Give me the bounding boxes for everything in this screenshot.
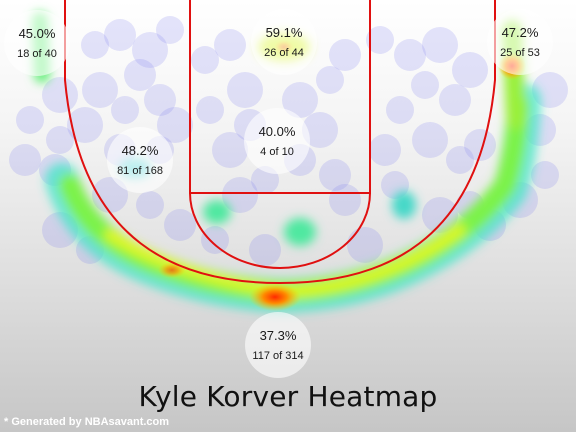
heat-blob-low (104, 19, 136, 51)
zone-bubble: 48.2% 81 of 168 (107, 127, 173, 193)
heat-blob-low (191, 46, 219, 74)
zone-pct-label: 37.3% (260, 328, 297, 343)
hotspot-left-wing (158, 262, 186, 278)
heat-blob-low (42, 77, 78, 113)
zone-pct-label: 40.0% (259, 124, 296, 139)
zone-count-label: 26 of 44 (264, 47, 304, 59)
heat-blob-low (156, 16, 184, 44)
zone-pct-label: 48.2% (122, 143, 159, 158)
heat-blob-low (422, 27, 458, 63)
zone-bubble-circle (107, 127, 173, 193)
zone-bubble: 40.0% 4 of 10 (244, 108, 310, 174)
heat-blob-elbow-right (392, 191, 416, 219)
heat-blob-low (9, 144, 41, 176)
zone-count-label: 81 of 168 (117, 165, 163, 177)
heat-blob-low (249, 234, 281, 266)
zone-count-label: 4 of 10 (260, 146, 294, 158)
hotspot-top-key (249, 283, 301, 311)
heat-blob-low (316, 66, 344, 94)
heat-blob-paint-left (203, 200, 231, 224)
heat-blob-low (329, 39, 361, 71)
heat-blob-low (394, 39, 426, 71)
heat-blob-low (201, 226, 229, 254)
heat-blob-low (319, 159, 351, 191)
zone-bubble: 59.1% 26 of 44 (251, 9, 317, 75)
heat-blob-low (164, 209, 196, 241)
heat-blob-low (452, 52, 488, 88)
zone-pct-label: 59.1% (266, 25, 303, 40)
zone-count-label: 25 of 53 (500, 47, 540, 59)
zone-pct-label: 45.0% (19, 26, 56, 41)
heat-blob-low (124, 59, 156, 91)
zone-bubble: 37.3% 117 of 314 (245, 312, 311, 378)
zone-bubble: 45.0% 18 of 40 (4, 10, 70, 76)
zone-bubble: 47.2% 25 of 53 (487, 9, 553, 75)
heat-blob-low (439, 84, 471, 116)
heat-blob-low (412, 122, 448, 158)
zone-count-label: 18 of 40 (17, 48, 57, 60)
heat-blob-low (196, 96, 224, 124)
zone-pct-label: 47.2% (502, 25, 539, 40)
zone-bubble-circle (4, 10, 70, 76)
heat-blob-low (214, 29, 246, 61)
zone-bubble-circle (244, 108, 310, 174)
heat-blob-low (386, 96, 414, 124)
zone-count-label: 117 of 314 (252, 350, 303, 362)
chart-title: Kyle Korver Heatmap (0, 380, 576, 413)
zone-bubble-circle (487, 9, 553, 75)
zone-bubble-circle (251, 9, 317, 75)
heat-blob-low (347, 227, 383, 263)
heat-blob-low (227, 72, 263, 108)
heat-blob-low (16, 106, 44, 134)
heat-blob-low (411, 71, 439, 99)
credit-text: * Generated by NBAsavant.com (4, 416, 169, 428)
zone-bubble-circle (245, 312, 311, 378)
heat-blob-low (369, 134, 401, 166)
heat-blob-low (46, 126, 74, 154)
heat-blob-low (531, 161, 559, 189)
heat-blob-low (111, 96, 139, 124)
heat-blob-paint-right (284, 218, 316, 246)
heat-blob-low (212, 132, 248, 168)
heat-blob-low (82, 72, 118, 108)
heat-blob-low (136, 191, 164, 219)
